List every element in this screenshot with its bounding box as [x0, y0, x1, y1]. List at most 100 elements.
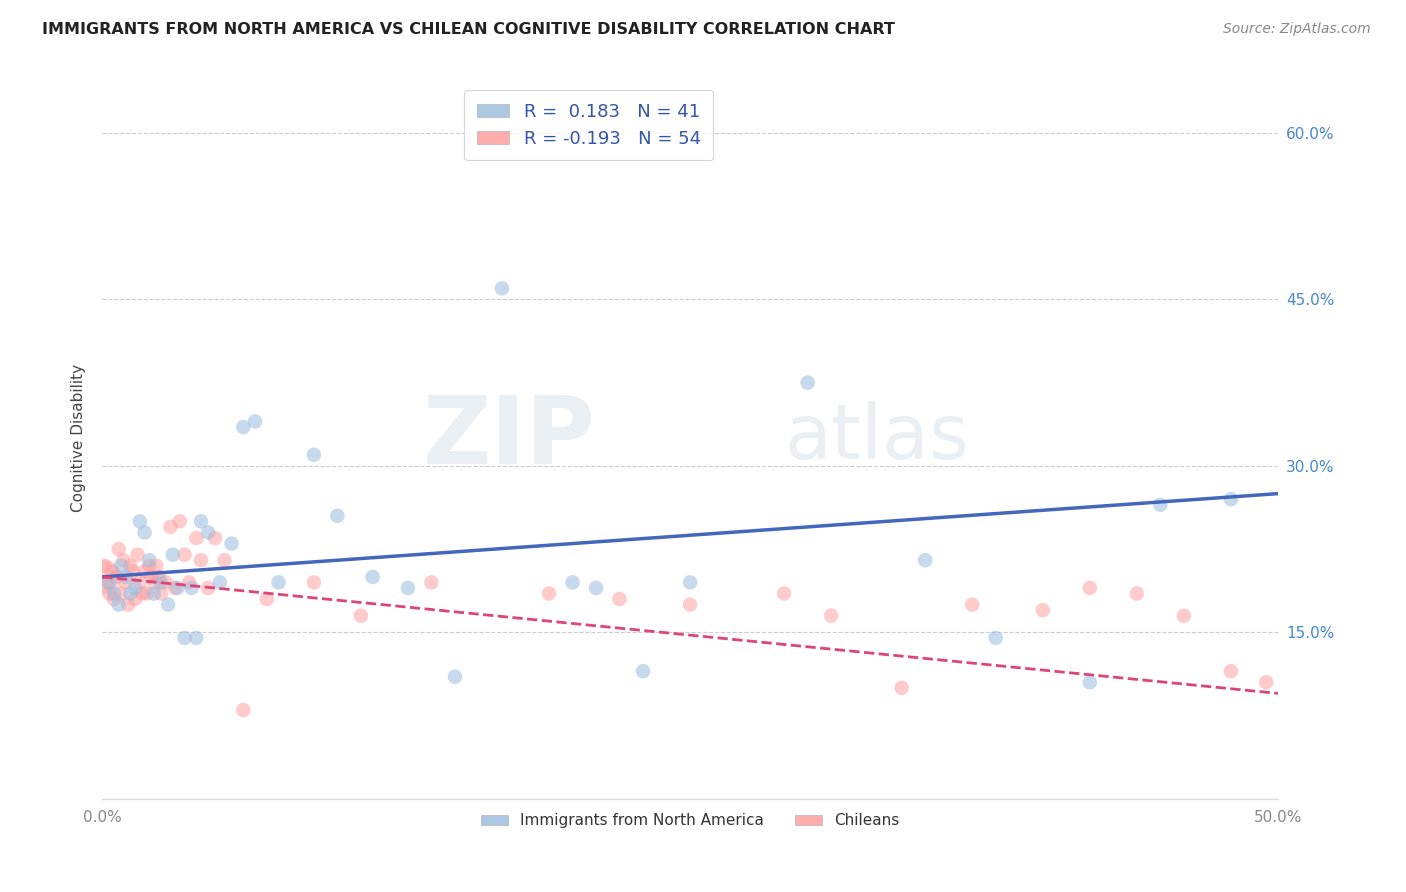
Point — [107, 598, 129, 612]
Point — [114, 570, 136, 584]
Point — [302, 448, 325, 462]
Point — [1078, 581, 1101, 595]
Point — [110, 586, 132, 600]
Point — [93, 570, 115, 584]
Point — [124, 581, 146, 595]
Point — [890, 681, 912, 695]
Point — [186, 631, 208, 645]
Point — [128, 514, 150, 528]
Point — [138, 558, 160, 573]
Point — [984, 631, 1007, 645]
Point — [124, 592, 146, 607]
Point — [148, 570, 170, 584]
Point — [232, 703, 254, 717]
Point — [135, 586, 157, 600]
Point — [914, 553, 936, 567]
Point — [1219, 664, 1241, 678]
Point — [491, 281, 513, 295]
Point — [1032, 603, 1054, 617]
Point — [120, 558, 142, 573]
Text: atlas: atlas — [785, 401, 969, 475]
Point — [243, 415, 266, 429]
Point — [159, 520, 181, 534]
Point — [679, 575, 702, 590]
Point — [1173, 608, 1195, 623]
Point — [173, 631, 195, 645]
Point — [1256, 675, 1278, 690]
Point — [609, 592, 631, 607]
Point — [150, 586, 173, 600]
Point — [138, 553, 160, 567]
Point — [121, 564, 143, 578]
Legend: Immigrants from North America, Chileans: Immigrants from North America, Chileans — [474, 807, 905, 835]
Point — [128, 575, 150, 590]
Point — [396, 581, 419, 595]
Point — [232, 420, 254, 434]
Point — [326, 508, 349, 523]
Point — [361, 570, 384, 584]
Text: Source: ZipAtlas.com: Source: ZipAtlas.com — [1223, 22, 1371, 37]
Point — [127, 548, 149, 562]
Point — [197, 525, 219, 540]
Point — [186, 531, 208, 545]
Point — [169, 514, 191, 528]
Point — [103, 586, 125, 600]
Point — [134, 525, 156, 540]
Point — [145, 558, 167, 573]
Point — [190, 553, 212, 567]
Point — [105, 570, 128, 584]
Point — [120, 586, 142, 600]
Point — [796, 376, 818, 390]
Point — [960, 598, 983, 612]
Point — [142, 575, 165, 590]
Point — [350, 608, 373, 623]
Point — [155, 575, 177, 590]
Point — [141, 570, 163, 584]
Point — [214, 553, 236, 567]
Point — [117, 598, 139, 612]
Y-axis label: Cognitive Disability: Cognitive Disability — [72, 364, 86, 512]
Point — [267, 575, 290, 590]
Point — [820, 608, 842, 623]
Point — [112, 553, 135, 567]
Point — [302, 575, 325, 590]
Point — [165, 581, 187, 595]
Point — [537, 586, 560, 600]
Point — [166, 581, 188, 595]
Point — [561, 575, 583, 590]
Point — [98, 575, 121, 590]
Point — [208, 575, 231, 590]
Point — [107, 542, 129, 557]
Point — [190, 514, 212, 528]
Point — [131, 586, 153, 600]
Point — [256, 592, 278, 607]
Point — [162, 548, 184, 562]
Point — [110, 558, 132, 573]
Point — [96, 575, 118, 590]
Point — [221, 536, 243, 550]
Text: ZIP: ZIP — [423, 392, 596, 484]
Point — [1126, 586, 1149, 600]
Point — [142, 586, 165, 600]
Point — [179, 575, 201, 590]
Point — [679, 598, 702, 612]
Point — [98, 586, 121, 600]
Point — [631, 664, 654, 678]
Point — [114, 575, 136, 590]
Point — [773, 586, 796, 600]
Point — [1078, 675, 1101, 690]
Point — [420, 575, 443, 590]
Point — [197, 581, 219, 595]
Point — [134, 564, 156, 578]
Point — [444, 670, 467, 684]
Point — [100, 564, 122, 578]
Text: IMMIGRANTS FROM NORTH AMERICA VS CHILEAN COGNITIVE DISABILITY CORRELATION CHART: IMMIGRANTS FROM NORTH AMERICA VS CHILEAN… — [42, 22, 896, 37]
Point — [204, 531, 226, 545]
Point — [157, 598, 180, 612]
Point — [93, 558, 115, 573]
Point — [150, 575, 173, 590]
Point — [173, 548, 195, 562]
Point — [103, 592, 125, 607]
Point — [1149, 498, 1171, 512]
Point — [1219, 492, 1241, 507]
